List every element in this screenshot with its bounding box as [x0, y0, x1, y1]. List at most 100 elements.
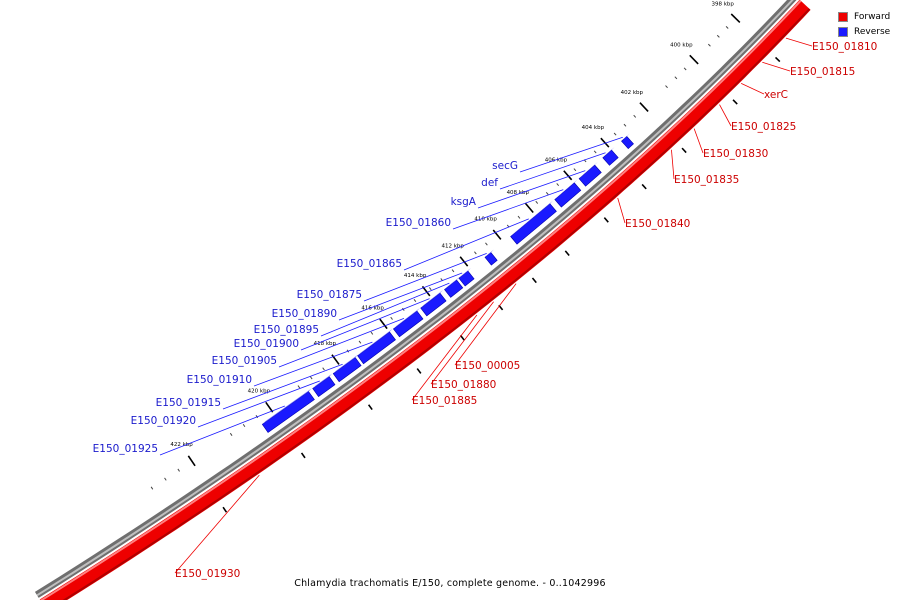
reverse-label: Reverse — [854, 26, 891, 37]
reverse-gene-label: E150_01860 — [386, 217, 451, 229]
minor-tick — [297, 385, 301, 389]
reverse-gene-label: E150_01890 — [272, 308, 337, 320]
minor-tick — [413, 298, 417, 302]
inner-tick — [603, 217, 609, 223]
reverse-gene-top — [485, 249, 494, 258]
minor-tick — [229, 432, 233, 436]
forward-track — [39, 0, 811, 600]
reverse-gene-label: E150_01865 — [337, 258, 402, 270]
reverse-label-leader — [519, 136, 623, 173]
tick-mark — [524, 202, 534, 214]
reverse-swatch — [838, 26, 848, 37]
tick-marks: 398 kbp 400 kbp 402 kbp 404 kbp 406 kbp 408 k… — [150, 2, 781, 513]
reverse-gene-top — [262, 388, 312, 425]
reverse-label-leader — [253, 341, 373, 387]
forward-swatch — [838, 11, 848, 22]
tick-label: 418 kbp — [314, 341, 337, 347]
tick-label: 406 kbp — [545, 158, 568, 164]
reverse-gene-label: E150_01905 — [212, 355, 277, 367]
forward-label-leader — [617, 197, 626, 224]
legend-forward: Forward — [838, 9, 890, 24]
reverse-gene-top — [579, 162, 598, 179]
minor-tick — [177, 468, 180, 472]
forward-gene-label: xerC — [764, 89, 788, 101]
forward-label-leader — [174, 474, 260, 574]
reverse-gene — [602, 149, 619, 166]
minor-tick — [150, 486, 154, 490]
reverse-gene-label: E150_01910 — [187, 374, 252, 386]
minor-tick — [358, 340, 362, 344]
reverse-gene-top — [357, 328, 393, 356]
reverse-label-leader — [338, 272, 463, 321]
forward-gene-label: E150_01835 — [674, 174, 739, 186]
map-caption: Chlamydia trachomatis E/150, complete ge… — [294, 578, 606, 589]
minor-tick — [573, 168, 577, 172]
tick-mark — [459, 256, 469, 267]
backbone-grey-band — [34, 0, 797, 598]
minor-tick — [428, 287, 432, 291]
tick-label: 416 kbp — [361, 306, 384, 312]
reverse-gene-label: E150_01895 — [254, 324, 319, 336]
tick-label: 400 kbp — [670, 43, 693, 49]
inner-tick — [641, 183, 647, 190]
minor-tick — [164, 477, 167, 481]
reverse-label-leader — [278, 317, 405, 368]
tick-mark — [265, 401, 274, 413]
tick-mark — [187, 455, 196, 467]
minor-tick — [665, 85, 668, 89]
minor-tick — [370, 331, 374, 335]
minor-tick — [390, 316, 393, 320]
reverse-gene — [484, 252, 498, 266]
inner-tick — [681, 147, 687, 154]
tick-label: 412 kbp — [441, 243, 464, 249]
reverse-gene — [621, 135, 634, 150]
tick-label: 410 kbp — [474, 217, 497, 223]
minor-tick — [633, 114, 637, 118]
reverse-label-leader — [363, 253, 487, 302]
reverse-label-leader — [159, 405, 285, 456]
legend: Forward Reverse — [838, 9, 890, 39]
reverse-label-leader — [499, 152, 606, 190]
tick-label: 402 kbp — [621, 90, 644, 96]
inner-tick — [531, 277, 537, 284]
minor-tick — [322, 367, 325, 371]
reverse-gene-label: E150_01920 — [131, 415, 196, 427]
forward-gene-label: E150_01885 — [412, 395, 477, 407]
tick-mark — [563, 170, 573, 181]
forward-track-shadow — [62, 8, 811, 600]
reverse-gene-top — [510, 200, 553, 237]
forward-label-leader — [785, 37, 813, 47]
forward-label-leader — [719, 104, 732, 127]
minor-tick — [725, 26, 729, 29]
legend-reverse: Reverse — [838, 24, 890, 39]
tick-mark — [730, 13, 741, 23]
forward-label-leader — [430, 301, 494, 385]
forward-gene-label: E150_01825 — [731, 121, 796, 133]
inner-tick — [416, 368, 422, 374]
reverse-gene-label: def — [481, 177, 498, 189]
minor-tick — [593, 150, 597, 154]
forward-gene-label: E150_01840 — [625, 218, 690, 230]
inner-tick — [564, 250, 570, 256]
minor-tick — [451, 269, 455, 273]
forward-label-leader — [693, 128, 704, 154]
minor-tick — [474, 251, 477, 255]
minor-tick — [485, 242, 488, 246]
forward-gene-label: E150_01930 — [175, 568, 240, 580]
forward-gene-label: E150_00005 — [455, 360, 520, 372]
tick-label: 422 kbp — [170, 442, 193, 448]
backbone-highlight — [36, 0, 794, 597]
minor-tick — [683, 67, 687, 71]
forward-gene-label: E150_01830 — [703, 148, 768, 160]
tick-label: 414 kbp — [404, 273, 427, 279]
forward-label-leader — [454, 283, 517, 366]
reverse-gene — [357, 331, 396, 365]
tick-mark — [600, 137, 610, 148]
tick-mark — [639, 102, 649, 112]
reverse-gene-label: E150_01900 — [234, 338, 299, 350]
reverse-gene-label: E150_01875 — [297, 289, 362, 301]
minor-tick — [613, 132, 617, 136]
reverse-label-leader — [477, 170, 586, 209]
minor-tick — [545, 192, 549, 195]
